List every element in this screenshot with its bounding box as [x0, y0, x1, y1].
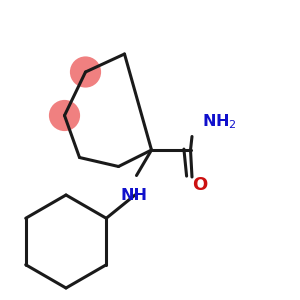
Text: NH: NH [120, 188, 147, 202]
Text: O: O [192, 176, 207, 194]
Circle shape [49, 100, 80, 131]
Circle shape [70, 56, 101, 88]
Text: NH$_2$: NH$_2$ [202, 112, 237, 130]
